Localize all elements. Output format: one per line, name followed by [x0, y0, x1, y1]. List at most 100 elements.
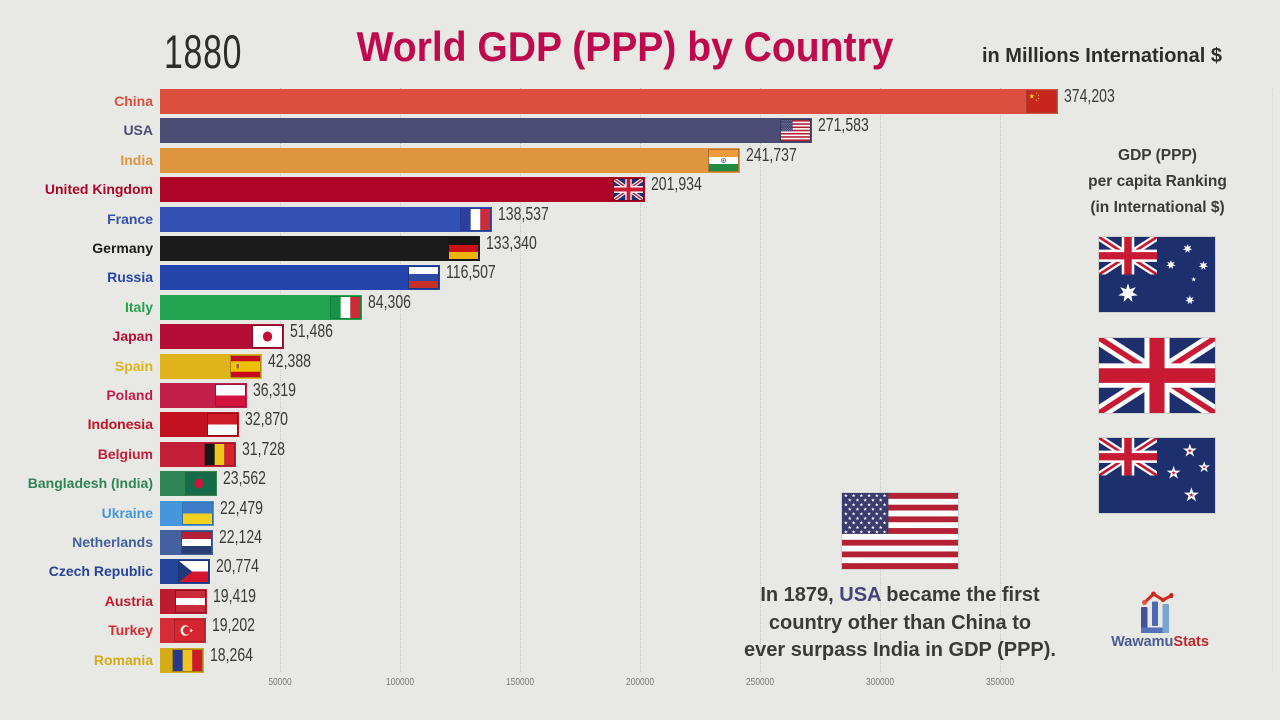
bar-ukraine [160, 500, 214, 526]
value-label-italy: 84,306 [368, 291, 412, 312]
country-label-italy: Italy [124, 298, 153, 315]
year-label: 1880 [164, 25, 243, 78]
tick-label-100000: 100000 [385, 676, 415, 688]
country-label-russia: Russia [107, 269, 153, 286]
bar-italy [160, 294, 363, 320]
value-label-netherlands: 22,124 [219, 527, 263, 547]
value-label-czech-republic: 20,774 [215, 556, 259, 577]
country-label-romania: Romania [93, 651, 153, 668]
bar-row-russia: Russia 116,507 [0, 262, 1280, 291]
bar-row-bangladesh-india: Bangladesh (India) 23,562 [0, 468, 1280, 497]
bar-row-india: India 241,737 [0, 145, 1280, 173]
gridline-200000 [640, 88, 641, 672]
indonesia-flag-icon [206, 413, 238, 437]
bar-row-turkey: Turkey 19,202 [0, 615, 1280, 644]
bar-row-china: China 374,203 [0, 86, 1280, 114]
annotation-line-3: ever surpass India in GDP (PPP). [700, 637, 1100, 665]
tick-label-200000: 200000 [625, 676, 655, 688]
bar-france [160, 206, 493, 232]
bar-romania [160, 647, 204, 673]
value-label-turkey: 19,202 [212, 615, 256, 636]
bar-row-italy: Italy 84,306 [0, 292, 1280, 320]
country-label-china: China [114, 93, 153, 109]
value-label-bangladesh-india: 23,562 [222, 468, 266, 489]
belgium-flag-icon [204, 442, 236, 466]
annotation-text: In 1879, USA became the first country oth… [700, 582, 1100, 665]
china-flag-icon [1026, 90, 1058, 113]
bar-spain [160, 353, 262, 379]
country-label-belgium: Belgium [97, 445, 153, 462]
chart-title: World GDP (PPP) by Country [356, 23, 894, 70]
value-label-usa: 271,583 [817, 115, 869, 136]
romania-flag-icon [171, 648, 203, 672]
country-label-czech-republic: Czech Republic [48, 563, 153, 580]
logo-brand-primary: Wawamu [1111, 634, 1174, 650]
value-label-france: 138,537 [498, 203, 550, 224]
wawamustats-logo-icon [1141, 591, 1173, 633]
usa-flag-icon [779, 119, 811, 143]
austria-flag-icon [174, 589, 206, 613]
value-label-united-kingdom: 201,934 [650, 174, 702, 195]
japan-flag-icon [251, 325, 283, 349]
germany-flag-icon [448, 237, 480, 260]
value-label-spain: 42,388 [267, 350, 311, 371]
gridline-250000 [760, 88, 761, 672]
ranking-heading-line3: (in International $) [1090, 199, 1225, 216]
country-label-usa: USA [123, 122, 153, 139]
value-label-indonesia: 32,870 [244, 409, 288, 430]
country-label-spain: Spain [114, 357, 153, 374]
bar-row-united-kingdom: United Kingdom 201,934 [0, 174, 1280, 203]
bar-row-czech-republic: Czech Republic 20,774 [0, 556, 1280, 585]
bar-japan [160, 324, 284, 350]
country-label-germany: Germany [92, 240, 153, 256]
country-label-united-kingdom: United Kingdom [44, 181, 153, 198]
poland-flag-icon [215, 384, 247, 407]
country-label-indonesia: Indonesia [87, 416, 153, 433]
ranking-flag-new-zealand [1098, 437, 1216, 514]
value-label-japan: 51,486 [289, 321, 333, 342]
united-kingdom-flag-icon [612, 178, 644, 202]
country-label-austria: Austria [104, 592, 153, 609]
gridline-50000 [280, 88, 281, 672]
ranking-panel-heading: GDP (PPP) per capita Ranking (in Interna… [1040, 143, 1275, 221]
italy-flag-icon [330, 295, 362, 319]
bar-row-ukraine: Ukraine 22,479 [0, 498, 1280, 526]
ukraine-flag-icon [181, 501, 213, 525]
value-label-india: 241,737 [746, 144, 797, 165]
bar-germany [160, 236, 481, 261]
czech-republic-flag-icon [177, 560, 209, 584]
bar-netherlands [160, 530, 214, 555]
wawamustats-logo-text: WawamuStats [1095, 634, 1225, 650]
annotation-line-2: country other than China to [700, 610, 1100, 638]
annotation-segment: country other than China to [768, 611, 1032, 634]
tick-label-50000: 50000 [268, 676, 292, 688]
gridline-300000 [880, 88, 881, 672]
country-label-poland: Poland [106, 387, 153, 403]
bar-poland [160, 383, 248, 408]
bar-turkey [160, 618, 207, 644]
country-label-bangladesh-india: Bangladesh (India) [27, 475, 153, 492]
gridline-100000 [400, 88, 401, 672]
bar-bangladesh-india [160, 471, 217, 497]
value-label-romania: 18,264 [209, 644, 253, 665]
bar-row-netherlands: Netherlands 22,124 [0, 527, 1280, 555]
france-flag-icon [460, 207, 492, 231]
value-label-belgium: 31,728 [242, 438, 286, 459]
annotation-segment: ever surpass India in GDP (PPP). [744, 639, 1056, 661]
annotation-line-1: In 1879, USA became the first [700, 582, 1100, 610]
tick-label-250000: 250000 [745, 676, 775, 688]
value-label-china: 374,203 [1064, 86, 1115, 106]
bangladesh-india-flag-icon [184, 472, 216, 496]
value-label-poland: 36,319 [253, 380, 297, 400]
annotation-segment: became the first [880, 584, 1040, 606]
annotation-segment: In 1879, [760, 584, 840, 606]
bar-row-belgium: Belgium 31,728 [0, 439, 1280, 467]
bar-austria [160, 588, 207, 614]
bar-india [160, 147, 741, 173]
country-label-japan: Japan [112, 328, 153, 345]
bar-indonesia [160, 412, 239, 438]
gridline-150000 [520, 88, 521, 672]
annotation-flag-usa [841, 492, 959, 570]
country-label-turkey: Turkey [108, 622, 153, 639]
